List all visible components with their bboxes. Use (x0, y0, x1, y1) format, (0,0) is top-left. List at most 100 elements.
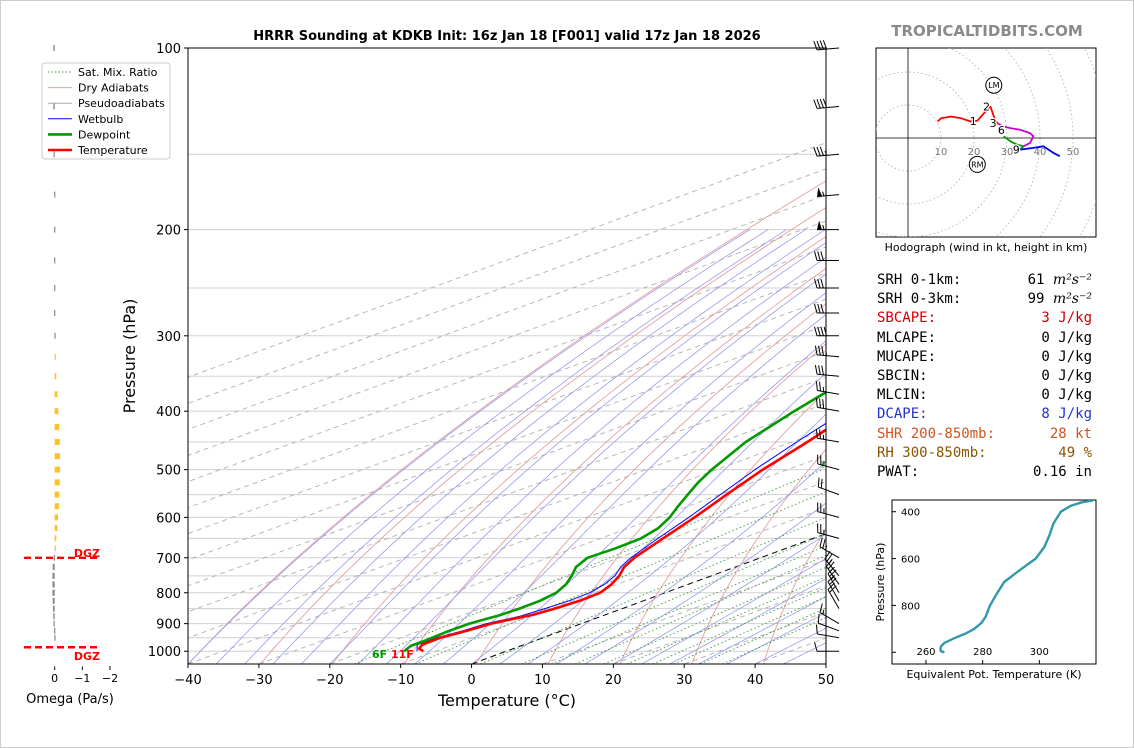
hodograph-trace (976, 105, 998, 124)
omega-x-label: Omega (Pa/s) (26, 692, 114, 707)
y-tick-label: 600 (156, 511, 181, 526)
wind-barb-staff (817, 633, 840, 639)
index-row: SRH 0-1km: 61 m²s⁻² (877, 272, 1092, 291)
wind-barb-staff (817, 47, 840, 51)
pseudoadiabat (669, 578, 826, 664)
omega-bar (54, 627, 56, 634)
wind-barb-staff (825, 566, 840, 585)
omega-bar (53, 605, 55, 612)
omega-bar (54, 310, 56, 317)
isotherm (329, 481, 826, 664)
wind-barb-full (822, 399, 825, 409)
legend-dewpoint-label: Dewpoint (78, 128, 131, 141)
dry-adiabat (260, 207, 826, 664)
wind-barb-staff (817, 153, 840, 157)
index-row: SBCIN: 0 J/kg (877, 368, 1092, 387)
index-label: SBCIN: (877, 368, 928, 384)
isotherm (188, 428, 826, 664)
omega-bar (52, 597, 55, 604)
theta-e-y-tick-label: 800 (901, 601, 920, 612)
isotherm (258, 455, 826, 664)
wind-barb-full (819, 98, 824, 108)
storm-motion-label: RM (971, 160, 984, 169)
omega-bar (54, 514, 58, 521)
wind-barb-full (819, 40, 824, 50)
wind-barb-full (819, 603, 823, 613)
wind-barb-staff (818, 486, 840, 496)
wind-barb-staff (817, 406, 840, 412)
wind-barb-full (827, 574, 835, 583)
wind-barb-staff (817, 194, 840, 198)
wind-barb (814, 326, 839, 337)
mixing-ratio-line (521, 533, 826, 664)
omega-x-tick-label: 0 (51, 672, 58, 685)
index-row: RH 300-850mb: 49 % (877, 445, 1092, 464)
wind-barb-staff (817, 532, 840, 539)
dry-adiabat (619, 390, 826, 664)
mixing-ratio-line (480, 516, 826, 664)
wind-barb-full (813, 147, 818, 157)
pseudoadiabat (613, 533, 826, 664)
index-value: 0 J/kg (1041, 387, 1092, 404)
wind-barbs (813, 40, 840, 652)
theta-e-frame (891, 499, 1097, 665)
pseudoadiabat (301, 229, 826, 664)
hodograph-height-label: 9 (1013, 144, 1020, 157)
wind-barb (814, 642, 839, 652)
omega-panel: 0 −1 −2 (22, 45, 118, 685)
wind-barb-staff (817, 105, 840, 109)
wind-barb-full (817, 613, 820, 624)
omega-bar (54, 373, 57, 380)
temperature-line (417, 428, 826, 653)
wind-barb-full (815, 428, 818, 439)
wind-barb-full (814, 326, 818, 336)
x-tick-label: 20 (605, 673, 622, 688)
index-label: SHR 200-850mb: (877, 425, 996, 442)
omega-bar (54, 285, 56, 292)
pseudoadiabat (499, 372, 826, 664)
wind-barb-full (820, 251, 824, 261)
wind-barb (814, 278, 839, 289)
omega-bar (54, 391, 58, 398)
theta-e-y-tick-label: 400 (901, 508, 920, 519)
wind-barb-full (827, 566, 835, 575)
x-tick-label: 40 (747, 673, 764, 688)
wind-barb (817, 187, 840, 198)
wind-barb-full (829, 577, 837, 585)
wind-barb-half (822, 609, 825, 615)
wind-barb-staff (827, 581, 840, 602)
hodograph-trace (937, 115, 978, 123)
isotherm (188, 350, 826, 587)
index-value: 0 J/kg (1041, 348, 1092, 365)
wind-barb-staff (817, 463, 840, 471)
wind-barb-full (819, 537, 823, 547)
theta-e-y-label: Pressure (hPa) (874, 543, 887, 622)
wind-barb (817, 477, 840, 496)
wind-barb-full (822, 40, 828, 50)
y-tick-label: 200 (156, 224, 181, 239)
legend-dry-adiabats-label: Dry Adiabats (78, 82, 149, 95)
omega-bar (53, 151, 55, 158)
wind-barb-full (821, 346, 824, 356)
x-tick-label: −20 (316, 673, 343, 688)
wind-barb-half (821, 191, 825, 197)
legend-sat-mix-ratio-label: Sat. Mix. Ratio (78, 66, 158, 79)
omega-bar (54, 191, 56, 198)
dry-adiabat (547, 343, 826, 664)
index-row: DCAPE: 8 J/kg (877, 406, 1092, 425)
dry-adiabat (331, 235, 826, 664)
wind-barb (827, 574, 840, 602)
wind-barb-full (826, 553, 833, 562)
wind-barb-full (819, 381, 821, 392)
wind-barb (814, 303, 839, 314)
wind-barb (814, 251, 839, 261)
y-tick-label: 500 (156, 464, 181, 479)
x-tick-label: 50 (818, 673, 835, 688)
omega-bar (54, 353, 56, 360)
index-row: SHR 200-850mb: 28 kt (877, 426, 1092, 445)
isotherm (188, 324, 826, 561)
chart-title: HRRR Sounding at KDKB Init: 16z Jan 18 [… (253, 29, 760, 44)
isotherm (188, 298, 826, 535)
